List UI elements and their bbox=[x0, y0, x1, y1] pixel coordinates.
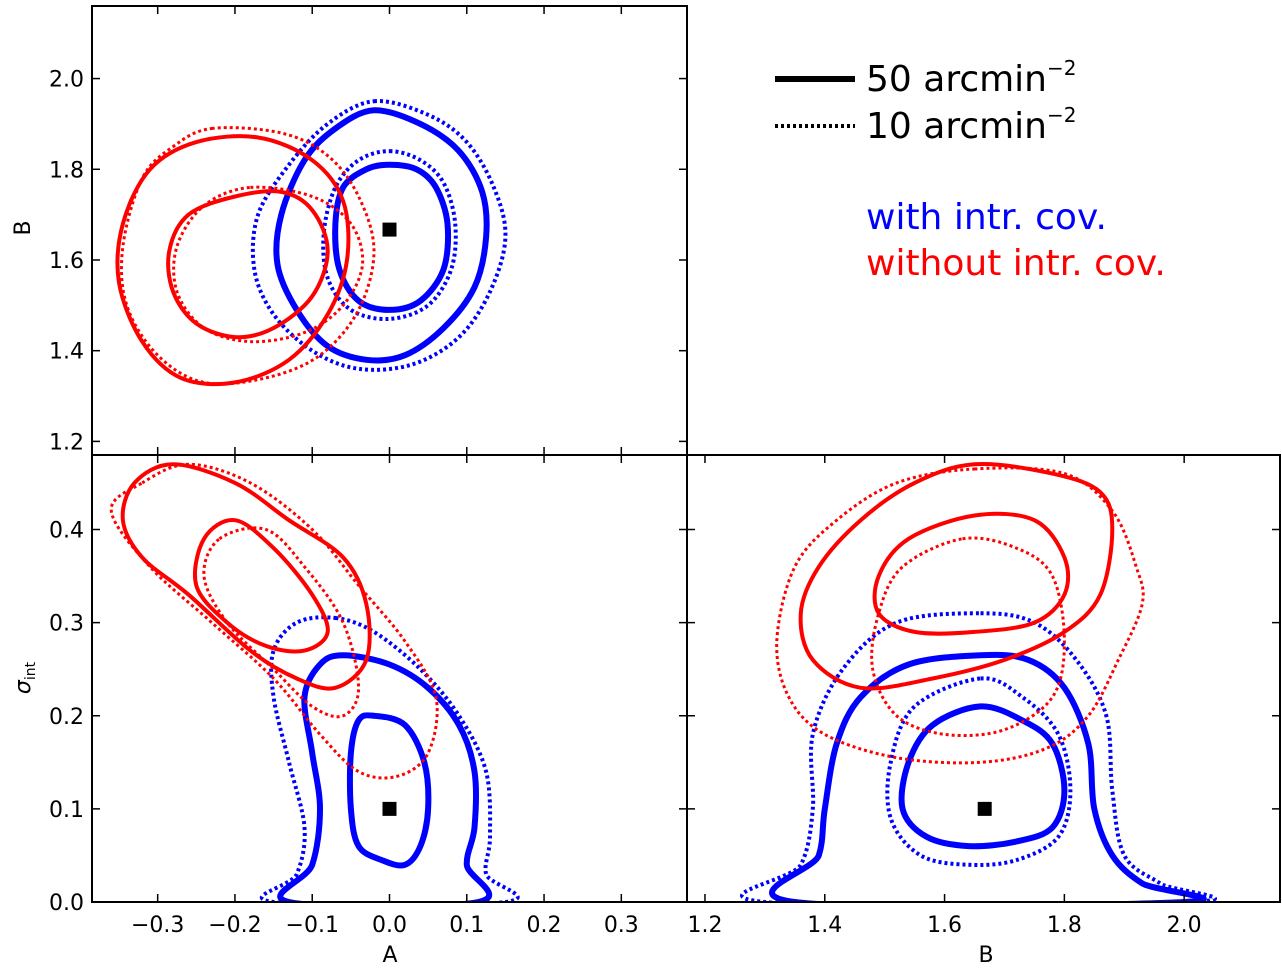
ytick-label: 0.0 bbox=[49, 891, 84, 916]
contour-without-solid-outer bbox=[115, 134, 351, 387]
xtick-label: −0.2 bbox=[208, 913, 261, 938]
ytick-label: 1.8 bbox=[49, 158, 84, 183]
axis-labels: B σint A B bbox=[11, 220, 994, 968]
panel-1-xlabel: A bbox=[382, 943, 397, 968]
panel-1-ylabel-sub: int bbox=[23, 661, 39, 680]
contour-with-solid-inner bbox=[346, 712, 432, 869]
contour-with-solid-inner bbox=[332, 161, 452, 313]
contour-without-solid-inner bbox=[166, 189, 330, 340]
axes-frame bbox=[91, 454, 688, 903]
fiducial-marker bbox=[977, 801, 992, 816]
panel-a-vs-b: 1.2 1.4 1.6 1.8 2.0 bbox=[49, 5, 688, 456]
contour-with-dotted-outer bbox=[250, 99, 508, 372]
contour-without-solid-outer bbox=[798, 462, 1115, 691]
legend-without-cov: without intr. cov. bbox=[866, 243, 1166, 284]
ytick-label: 0.2 bbox=[49, 705, 84, 730]
xtick-label: 0.0 bbox=[372, 913, 407, 938]
legend-dotted-label: 10 arcmin−2 bbox=[866, 103, 1077, 147]
contour-without-dotted-outer bbox=[109, 462, 439, 780]
contour-without-dotted-inner bbox=[870, 536, 1066, 738]
contour-without-solid-inner bbox=[193, 518, 330, 654]
contour-with-dotted-inner bbox=[885, 676, 1073, 868]
fiducial-marker bbox=[382, 222, 397, 237]
panel-b-vs-sigma: 1.2 1.4 1.6 1.8 2.0 bbox=[686, 454, 1281, 938]
contour-with-solid-outer bbox=[277, 652, 493, 902]
xtick-label: −0.1 bbox=[286, 913, 339, 938]
xtick-label: 1.6 bbox=[927, 913, 962, 938]
contour-with-dotted-outer bbox=[259, 615, 520, 902]
panel-2-xlabel: B bbox=[978, 943, 993, 968]
panel-0-ylabel: B bbox=[11, 220, 36, 235]
legend: 50 arcmin−2 10 arcmin−2 with intr. cov. … bbox=[775, 56, 1166, 284]
fiducial-marker bbox=[382, 801, 397, 816]
panel-1-ylabel: σint bbox=[11, 661, 39, 694]
ytick-label: 0.4 bbox=[49, 519, 84, 544]
xtick-label: 1.4 bbox=[807, 913, 842, 938]
contour-group bbox=[109, 462, 520, 902]
xtick-label: 1.2 bbox=[687, 913, 722, 938]
axes-frame bbox=[686, 454, 1281, 903]
contour-without-dotted-outer bbox=[119, 126, 376, 386]
contour-with-dotted-outer bbox=[740, 611, 1217, 902]
contour-with-solid-outer bbox=[273, 107, 490, 364]
xtick-label: 0.1 bbox=[449, 913, 484, 938]
xtick-label: 1.8 bbox=[1047, 913, 1082, 938]
legend-with-cov: with intr. cov. bbox=[866, 197, 1107, 238]
ytick-label: 1.6 bbox=[49, 249, 84, 274]
contour-without-dotted-inner bbox=[202, 526, 361, 719]
contour-group bbox=[740, 462, 1217, 902]
ytick-label: 1.4 bbox=[49, 340, 84, 365]
xtick-label: −0.3 bbox=[131, 913, 184, 938]
ytick-label: 0.1 bbox=[49, 798, 84, 823]
xtick-label: 0.2 bbox=[527, 913, 562, 938]
legend-solid-exp: −2 bbox=[1047, 56, 1076, 80]
xtick-label: 2.0 bbox=[1167, 913, 1202, 938]
contour-with-solid-outer bbox=[769, 651, 1207, 902]
ytick-label: 1.2 bbox=[49, 430, 84, 455]
panel-1-ylabel-sigma: σ bbox=[11, 679, 36, 694]
contour-without-dotted-outer bbox=[775, 466, 1145, 765]
ytick-label: 2.0 bbox=[49, 68, 84, 93]
panel-a-vs-sigma: 0.0 0.1 0.2 0.3 0.4 −0.3 −0.2 −0.1 0.0 0.1 0.2 0.3 bbox=[49, 454, 688, 938]
contour-group bbox=[115, 99, 508, 387]
xtick-label: 0.3 bbox=[604, 913, 639, 938]
contour-with-solid-inner bbox=[898, 703, 1068, 850]
legend-dotted-exp: −2 bbox=[1047, 103, 1076, 127]
contour-without-solid-inner bbox=[872, 511, 1071, 636]
legend-solid-label: 50 arcmin−2 bbox=[866, 56, 1077, 100]
ytick-label: 0.3 bbox=[49, 612, 84, 637]
